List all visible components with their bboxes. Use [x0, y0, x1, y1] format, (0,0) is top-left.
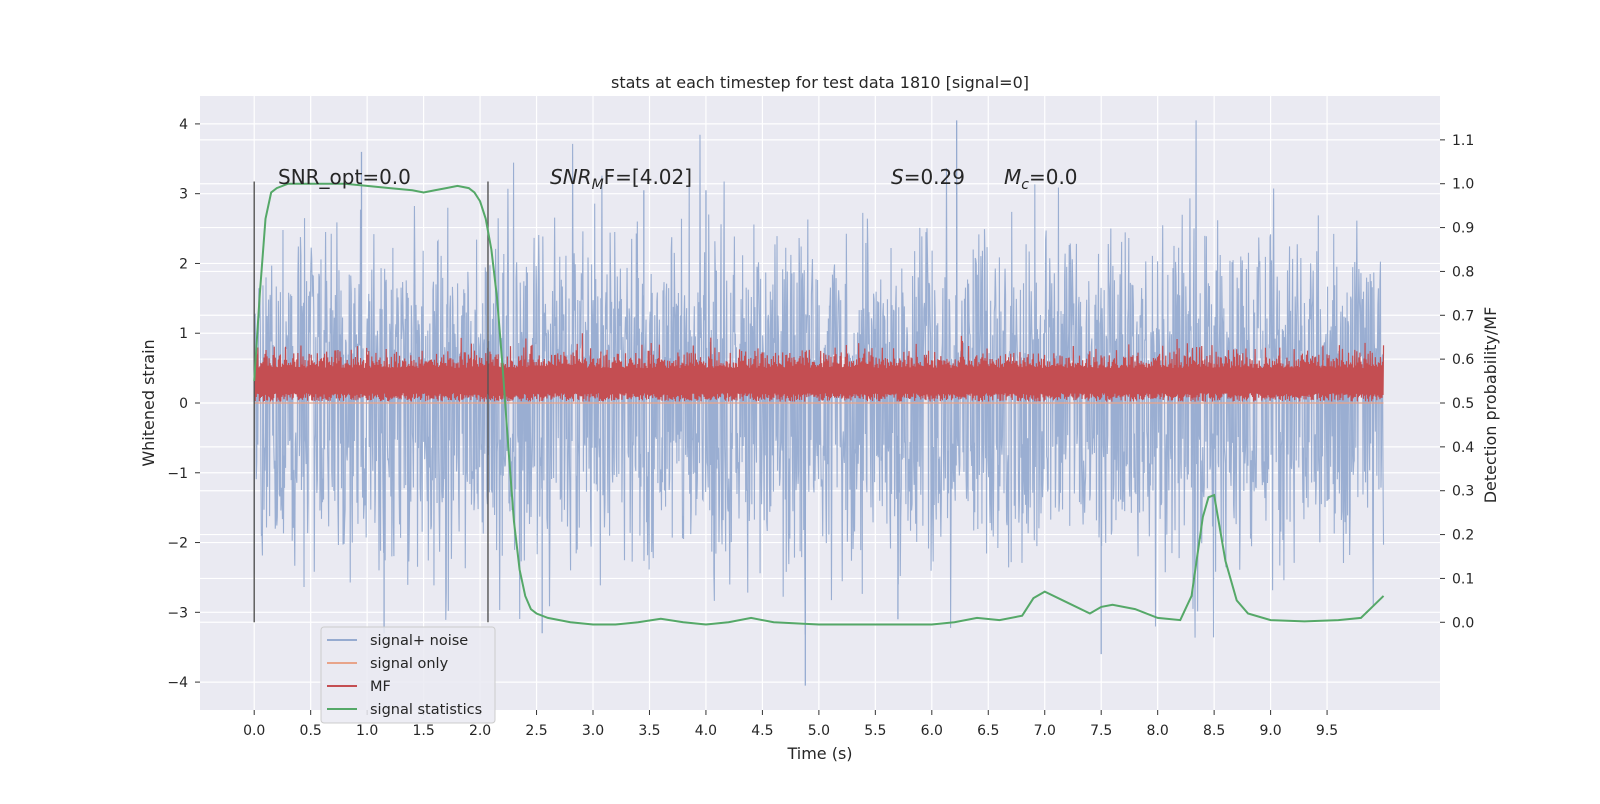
- y-tick-label: −3: [167, 605, 188, 621]
- y-axis-label: Whitened strain: [139, 339, 158, 466]
- annotation-mc-subscript: c: [1021, 177, 1029, 193]
- legend-box: [320, 626, 496, 724]
- y-tick-label: −2: [167, 536, 188, 552]
- y2-tick-label: 0.6: [1452, 352, 1474, 368]
- x-tick-label: 9.5: [1316, 723, 1338, 739]
- y2-tick-label: 0.1: [1452, 571, 1474, 587]
- y2-tick-label: 0.8: [1452, 264, 1474, 280]
- annotation-mc-symbol: M: [1004, 165, 1021, 189]
- y2-ticks: 0.0 0.1 0.2 0.3 0.4 0.5 0.6 0.7 0.8 0.9 1.0 1.1: [1440, 133, 1474, 631]
- y2-tick-label: 0.5: [1452, 396, 1474, 412]
- annotation-snr-mf-subscript: M: [592, 177, 604, 193]
- x-tick-label: 2.5: [525, 723, 547, 739]
- x-tick-label: 1.5: [412, 723, 434, 739]
- x-tick-label: 4.5: [751, 723, 773, 739]
- x-tick-label: 9.0: [1259, 723, 1281, 739]
- y2-tick-label: 0.4: [1452, 440, 1474, 456]
- y-tick-label: −1: [167, 466, 188, 482]
- legend: signal+ noise signal only MF signal stat…: [320, 626, 496, 724]
- y2-tick-label: 0.3: [1452, 484, 1474, 500]
- annotation-snr-mf-value: F=[4.02]: [604, 165, 692, 189]
- x-tick-label: 0.5: [300, 723, 322, 739]
- annotation-snr-mf: SNRMF=[4.02]: [550, 165, 692, 193]
- annotation-snr-opt: SNR_opt=0.0: [278, 165, 411, 189]
- legend-label-signal-statistics: signal statistics: [370, 702, 482, 718]
- x-tick-label: 8.0: [1147, 723, 1169, 739]
- legend-label-signal-only: signal only: [370, 656, 449, 672]
- x-tick-label: 1.0: [356, 723, 378, 739]
- x-tick-label: 0.0: [243, 723, 265, 739]
- y-ticks: −4 −3 −2 −1 0 1 2 3 4: [167, 117, 200, 691]
- x-tick-label: 5.5: [864, 723, 886, 739]
- annotation-s-value: =0.29: [904, 165, 965, 189]
- annotation-s: S=0.29: [891, 165, 965, 189]
- y2-tick-label: 0.2: [1452, 528, 1474, 544]
- x-tick-label: 7.0: [1034, 723, 1056, 739]
- x-tick-label: 3.5: [638, 723, 660, 739]
- y2-tick-label: 0.9: [1452, 221, 1474, 237]
- legend-label-mf: MF: [370, 679, 391, 695]
- x-tick-label: 8.5: [1203, 723, 1225, 739]
- y-tick-label: 0: [179, 396, 188, 412]
- x-ticks: 0.0 0.5 1.0 1.5 2.0 2.5 3.0 3.5 4.0 4.5 5.0 5.5 6.0 6…: [243, 710, 1338, 739]
- y2-tick-label: 1.0: [1452, 177, 1474, 193]
- y2-axis-label: Detection probability/MF: [1481, 307, 1500, 504]
- y-tick-label: 1: [179, 326, 188, 342]
- legend-label-signal-noise: signal+ noise: [370, 633, 468, 649]
- annotation-s-symbol: S: [891, 165, 904, 189]
- chart-title: stats at each timestep for test data 181…: [611, 73, 1029, 92]
- annotation-mc-value: =0.0: [1029, 165, 1078, 189]
- series-mf: [253, 333, 1385, 402]
- x-tick-label: 6.0: [921, 723, 943, 739]
- y-tick-label: 2: [179, 256, 188, 272]
- y-tick-label: −4: [167, 675, 188, 691]
- y2-tick-label: 0.7: [1452, 308, 1474, 324]
- x-tick-label: 5.0: [808, 723, 830, 739]
- y2-tick-label: 1.1: [1452, 133, 1474, 149]
- y-tick-label: 4: [179, 117, 188, 133]
- y-tick-label: 3: [179, 187, 188, 203]
- x-tick-label: 2.0: [469, 723, 491, 739]
- x-tick-label: 6.5: [977, 723, 999, 739]
- x-tick-label: 3.0: [582, 723, 604, 739]
- x-tick-label: 4.0: [695, 723, 717, 739]
- x-axis-label: Time (s): [786, 744, 852, 763]
- series-signal-statistics: [253, 182, 1385, 626]
- y2-tick-label: 0.0: [1452, 615, 1474, 631]
- annotation-mc: Mc=0.0: [1004, 165, 1078, 193]
- x-tick-label: 7.5: [1090, 723, 1112, 739]
- annotation-snr-mf-symbol: SNR: [550, 165, 592, 189]
